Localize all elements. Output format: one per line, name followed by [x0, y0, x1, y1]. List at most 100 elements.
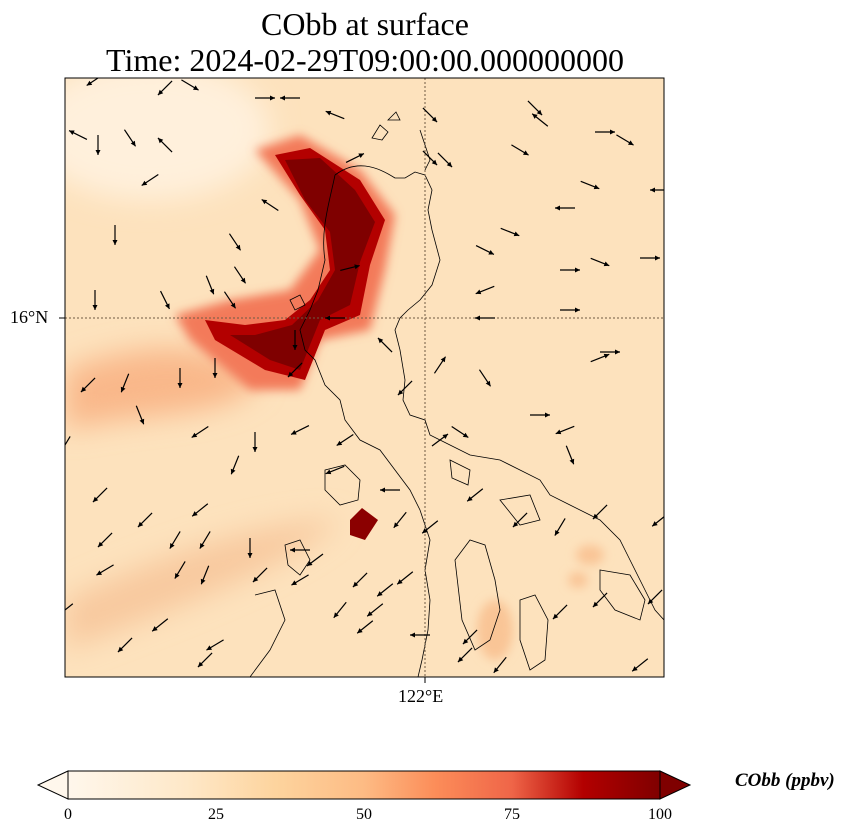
colorbar-extend-min: [36, 770, 69, 800]
wind-arrow-head: [199, 543, 205, 549]
wind-arrow-head: [397, 389, 404, 396]
wind-arrow-head: [177, 383, 183, 388]
colorbar-tick-0: 0: [64, 806, 72, 823]
wind-arrow-head: [235, 244, 241, 251]
wind-arrow-head: [307, 561, 313, 566]
patch-se2: [576, 545, 604, 565]
wind-arrow-head: [475, 315, 480, 321]
colorbar-extend-max: [659, 770, 692, 800]
wind-arrow-head: [96, 570, 102, 576]
wind-arrow-head: [240, 277, 246, 284]
wind-arrow-head: [410, 632, 415, 638]
wind-arrow-head: [488, 250, 494, 255]
wind-arrow-head: [117, 646, 124, 653]
wind-arrow-head: [112, 240, 118, 245]
offshore-band-south: [65, 520, 340, 650]
colorbar-tick-50: 50: [356, 806, 372, 823]
wind-arrow-head: [647, 598, 654, 605]
wind-arrow-head: [69, 130, 75, 135]
wind-arrow-head: [552, 613, 559, 620]
wind-arrow-head: [575, 307, 580, 313]
plume-core: [230, 158, 375, 370]
lon-tick-label: 122°E: [398, 686, 444, 706]
coastline: [249, 111, 664, 677]
wind-arrow-head: [92, 305, 98, 310]
wind-arrow-head: [197, 661, 204, 668]
wind-arrow-head: [462, 432, 469, 438]
concentration-field: [65, 78, 664, 677]
wind-arrow-head: [137, 521, 144, 528]
wind-arrow-head: [139, 418, 145, 425]
wind-arrow-head: [513, 231, 520, 237]
patch-se3: [568, 572, 588, 588]
wind-arrow-head: [261, 199, 268, 205]
chart-subtitle-time: Time: 2024-02-29T09:00:00.000000000: [106, 42, 624, 78]
wind-arrow-head: [377, 591, 383, 597]
offshore-band-north: [65, 348, 260, 430]
wind-arrow-head: [336, 440, 343, 446]
wind-arrow-head: [603, 353, 610, 359]
wind-arrow-head: [475, 289, 482, 295]
wind-arrow-head: [467, 496, 473, 502]
wind-arrow-head: [252, 576, 259, 583]
wind-arrow-head: [442, 434, 448, 439]
colorbar-label: CObb (ppbv): [735, 770, 835, 791]
wind-arrow-head: [440, 356, 446, 363]
wind-arrow-head: [157, 137, 164, 144]
light-region: [65, 78, 270, 200]
wind-arrow-head: [422, 528, 428, 534]
wind-arrow-head: [358, 153, 364, 158]
wind-arrow-head: [325, 315, 330, 321]
wind-arrow-head: [431, 116, 438, 123]
wind-arrow-head: [523, 150, 529, 156]
wind-arrow-head: [545, 412, 550, 418]
wind-arrow-head: [206, 645, 212, 651]
wind-arrow-head: [555, 429, 562, 435]
wind-arrow-head: [655, 255, 660, 261]
wind-arrow-head: [357, 628, 363, 634]
wind-arrow-head: [247, 553, 253, 558]
colorbar-tick-75: 75: [504, 806, 520, 823]
wind-arrow-head: [592, 513, 599, 520]
wind-arrow-head: [60, 448, 65, 454]
wind-arrow-head: [291, 430, 297, 435]
wind-arrow-head: [291, 580, 297, 586]
wind-arrow-head: [97, 541, 104, 548]
wind-arrow-head: [230, 468, 236, 475]
wind-arrow-head: [165, 303, 170, 309]
wind-arrow-head: [532, 113, 538, 119]
wind-arrow-head: [603, 261, 610, 267]
wind-arrow-head: [287, 371, 294, 378]
wind-arrow-head: [431, 159, 438, 166]
wind-arrow-head: [191, 432, 198, 438]
wind-arrow-head: [86, 80, 93, 86]
wind-arrow-head: [230, 302, 236, 309]
wind-arrow-head: [615, 349, 620, 355]
wind-arrow-head: [141, 180, 148, 186]
wind-arrow-head: [130, 140, 136, 147]
lat-tick-label: 16°N: [10, 307, 49, 327]
wind-arrow-head: [380, 487, 385, 493]
colorbar-tick-25: 25: [208, 806, 224, 823]
wind-arrow-head: [290, 547, 295, 553]
colorbar-gradient: [68, 771, 660, 799]
wind-arrow-head: [95, 150, 101, 155]
wind-arrow-head: [652, 521, 658, 527]
wind-arrow-head: [325, 110, 332, 116]
patch-se1: [477, 600, 513, 660]
wind-arrow-head: [192, 511, 198, 517]
wind-arrow-head: [212, 373, 218, 378]
wind-arrow-head: [592, 601, 599, 608]
wind-arrow-head: [169, 543, 175, 549]
wind-arrow-head: [367, 611, 373, 617]
wind-arrow-head: [397, 579, 403, 585]
wind-arrow-head: [512, 521, 519, 528]
wind-arrow-head: [536, 109, 543, 116]
wind-arrow-head: [270, 95, 275, 101]
wind-arrow-head: [650, 187, 655, 193]
colorbar-frame: [67, 770, 661, 800]
wind-arrow-head: [393, 522, 399, 528]
wind-arrow-head: [352, 581, 359, 588]
colorbar-tick-100: 100: [648, 806, 672, 823]
